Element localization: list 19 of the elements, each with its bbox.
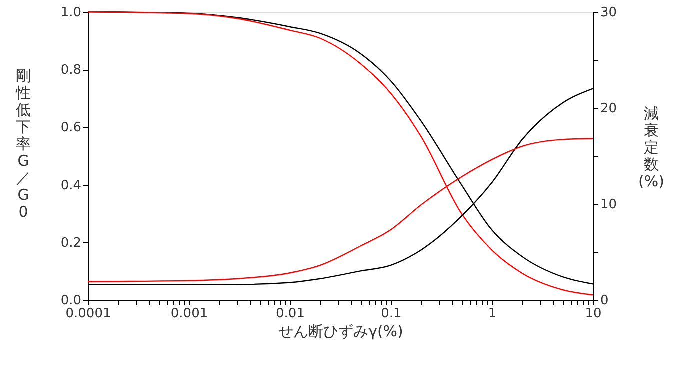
y2-axis-title: 減衰定数(%) [638,104,664,190]
x-tick-label: 10 [585,306,602,322]
y-tick-label: 0.0 [60,294,82,308]
x-tick-label: 0.1 [381,306,402,322]
x-tick-label: 1 [488,306,497,322]
y2-tick-label: 10 [600,198,618,212]
y-tick-label: 1.0 [60,6,82,20]
x-tick-label: 0.0001 [66,306,112,322]
y-tick-label: 0.6 [60,120,82,136]
y-tick-label: 0.4 [60,178,82,194]
x-tick-label: 0.001 [170,306,208,322]
x-tick-label: 0.01 [276,306,305,322]
y-tick-label: 0.8 [60,63,82,78]
x-axis-title: せん断ひずみγ(%) [278,322,404,340]
text: 剛性低下率G／G0 [16,66,31,221]
y2-tick-label: 20 [600,102,618,116]
y2-tick-label: 30 [600,6,618,20]
y-tick-label: 0.2 [60,236,82,251]
y2-tick-label: 0 [600,294,609,308]
